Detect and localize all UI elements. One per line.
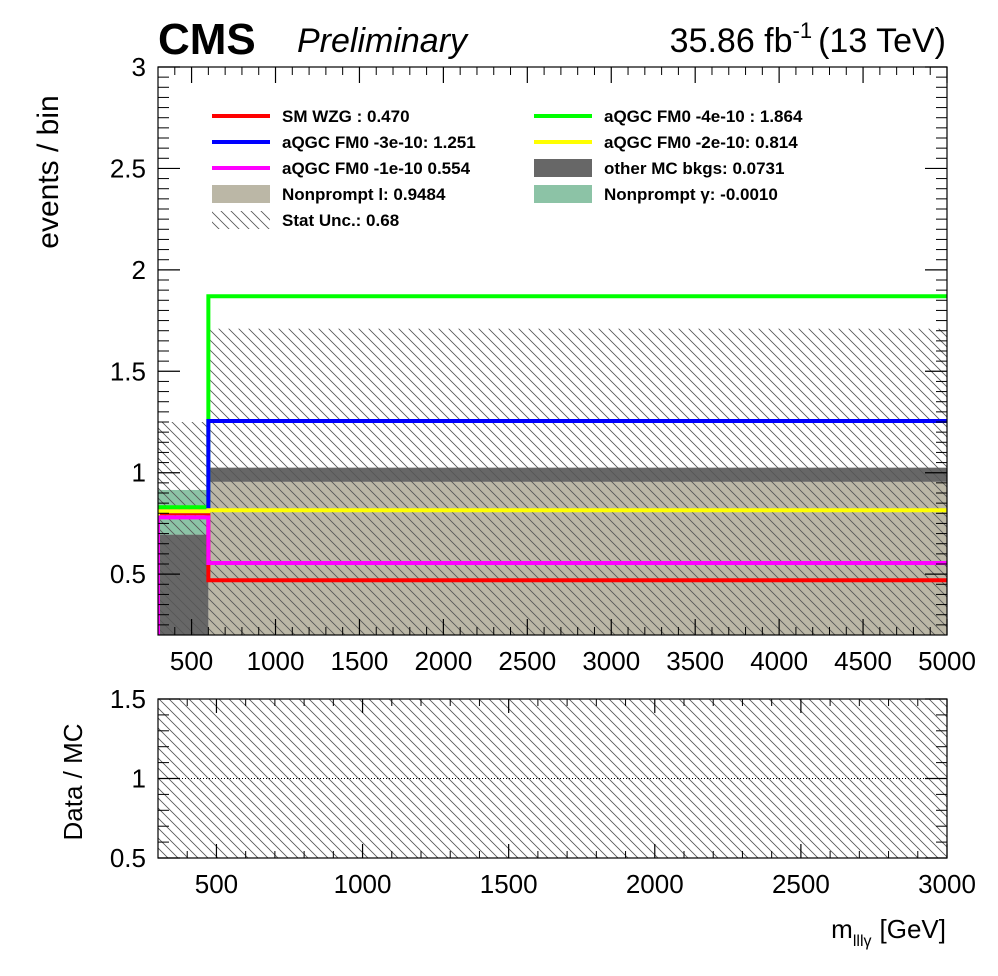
legend-label-8: Stat Unc.: 0.68	[282, 211, 399, 230]
ratio-x-axis-subscript: lllγ	[853, 933, 872, 950]
legend-label-0: SM WZG : 0.470	[282, 107, 410, 126]
ratio-stat-unc-band	[158, 699, 947, 858]
ratio-x-tick-label-3: 2000	[626, 869, 684, 899]
ratio-x-tick-label-5: 3000	[918, 869, 976, 899]
series-line-3	[158, 508, 947, 635]
main-y-tick-label-2: 1.5	[110, 356, 146, 386]
ratio-x-tick-label-0: 500	[195, 869, 238, 899]
main-x-tick-label-2: 1500	[331, 646, 389, 676]
legend-swatch-5	[534, 159, 592, 177]
legend-label-2: aQGC FM0 -3e-10: 1.251	[282, 133, 476, 152]
luminosity-label: 35.86 fb-1 (13 TeV)	[670, 18, 946, 60]
main-y-axis-label: events / bin	[32, 95, 65, 248]
ratio-x-axis-var: m	[831, 914, 853, 944]
legend: SM WZG : 0.470 aQGC FM0 -3e-10: 1.251 aQGC…	[212, 107, 803, 230]
main-x-tick-label-6: 3500	[666, 646, 724, 676]
main-y-tick-label-4: 2.5	[110, 153, 146, 183]
legend-swatch-7	[534, 185, 592, 203]
legend-label-1: aQGC FM0 -4e-10 : 1.864	[604, 107, 803, 126]
main-x-tick-label-5: 3000	[582, 646, 640, 676]
ratio-y-tick-label-0: 0.5	[110, 843, 146, 873]
status-label: Preliminary	[297, 22, 469, 60]
stat-unc-band-bin-1	[208, 328, 947, 635]
stat-unc-band-bin-0	[158, 422, 209, 635]
main-axes: 500 1000 1500 2000 2500 3000 3500 4000 4500 5000 0…	[110, 52, 976, 676]
main-x-tick-label-3: 2000	[414, 646, 472, 676]
legend-swatch-6	[212, 185, 270, 203]
ratio-y-tick-label-2: 1.5	[110, 684, 146, 714]
main-x-tick-label-8: 4500	[834, 646, 892, 676]
ratio-y-tick-label-1: 1	[132, 764, 146, 794]
main-y-tick-label-0: 0.5	[110, 559, 146, 589]
experiment-label: CMS	[158, 15, 256, 64]
main-plot-panel: 500 1000 1500 2000 2500 3000 3500 4000 4500 5000 0…	[110, 52, 976, 676]
legend-label-7: Nonprompt γ: -0.0010	[604, 185, 778, 204]
main-x-tick-label-1: 1000	[247, 646, 305, 676]
main-y-tick-label-5: 3	[132, 52, 146, 82]
main-y-tick-label-1: 1	[132, 458, 146, 488]
series-line-0	[158, 511, 947, 635]
legend-swatch-8	[212, 211, 270, 229]
legend-label-3: aQGC FM0 -2e-10: 0.814	[604, 133, 798, 152]
ratio-x-tick-label-4: 2500	[772, 869, 830, 899]
main-x-tick-label-7: 4000	[750, 646, 808, 676]
main-x-tick-label-4: 2500	[498, 646, 556, 676]
ratio-x-tick-label-1: 1000	[334, 869, 392, 899]
luminosity-value: 35.86 fb	[670, 22, 793, 60]
ratio-x-tick-label-2: 1500	[480, 869, 538, 899]
luminosity-exponent: -1	[793, 18, 813, 43]
main-y-tick-label-3: 2	[132, 255, 146, 285]
legend-label-5: other MC bkgs: 0.0731	[604, 159, 784, 178]
series-line-4	[158, 515, 947, 635]
ratio-plot-panel: 500 1000 1500 2000 2500 3000 0.5 1 1.5	[110, 684, 976, 899]
main-plot-content	[158, 294, 947, 635]
main-x-tick-label-9: 5000	[918, 646, 976, 676]
ratio-x-axis-unit: [GeV]	[880, 914, 946, 944]
ratio-x-axis-label: mlllγ [GeV]	[831, 914, 946, 950]
main-x-tick-label-0: 500	[170, 646, 213, 676]
legend-label-6: Nonprompt l: 0.9484	[282, 185, 446, 204]
ratio-plot-content	[158, 699, 947, 858]
legend-label-4: aQGC FM0 -1e-10 0.554	[282, 159, 471, 178]
ratio-axes: 500 1000 1500 2000 2500 3000 0.5 1 1.5	[110, 684, 976, 899]
ratio-y-axis-label: Data / MC	[58, 723, 88, 840]
energy-label: (13 TeV)	[818, 22, 946, 60]
